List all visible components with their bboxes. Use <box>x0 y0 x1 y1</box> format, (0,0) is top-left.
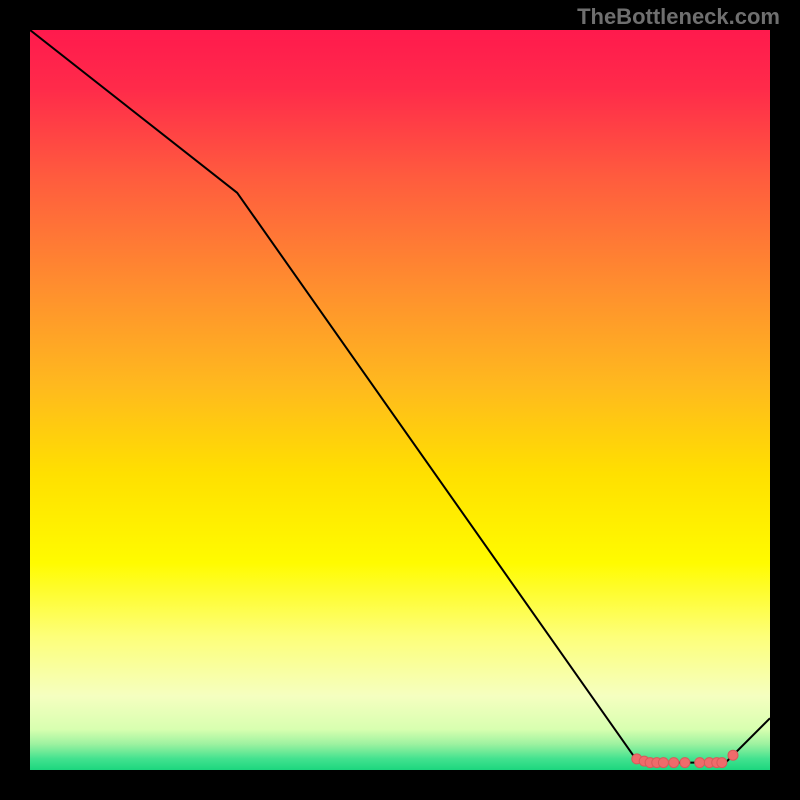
gradient-background <box>30 30 770 770</box>
chart-container: TheBottleneck.com <box>0 0 800 800</box>
watermark-text: TheBottleneck.com <box>577 4 780 30</box>
plot-area <box>30 30 770 770</box>
